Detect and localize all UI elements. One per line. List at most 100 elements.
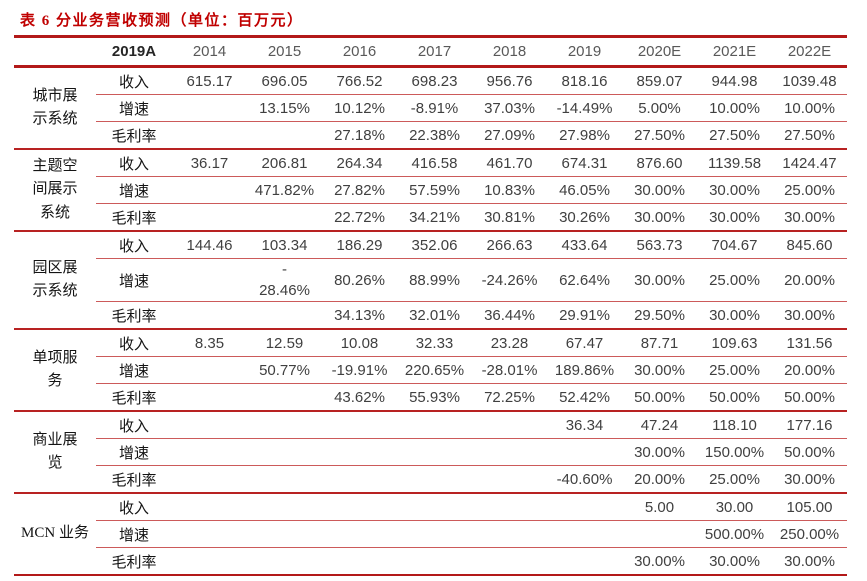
table-cell: 144.46: [186, 236, 233, 254]
table-row: 增速 13.15% 10.12% -8.91% 37.03% -14.49% 5.00% 10…: [14, 94, 847, 122]
table-cell: 20.00%: [772, 356, 847, 384]
year-header: 2015: [267, 43, 302, 60]
table-cell: [397, 465, 472, 493]
table-cell: 27.98%: [547, 121, 622, 149]
table-cell: 22.72%: [322, 203, 397, 231]
year-header: 2021E: [712, 43, 757, 60]
table-cell: [322, 493, 397, 521]
table-cell: 696.05: [261, 72, 308, 90]
metric-label: 收入: [118, 500, 149, 517]
table-cell: 50.77%: [247, 356, 322, 384]
table-cell: [472, 438, 547, 466]
table-cell: 109.63: [711, 334, 758, 352]
metric-label: 增速: [96, 176, 172, 204]
table-header-row: 2019A 2014 2015 2016 2017 2018 2019 2020…: [14, 37, 847, 67]
table-cell: [322, 547, 397, 575]
year-header: 2019: [567, 43, 602, 60]
table-cell: [172, 356, 247, 384]
table-cell: 50.00%: [622, 383, 697, 411]
table-row: 增速 471.82% 27.82% 57.59% 10.83% 46.05% 30.00% 3…: [14, 176, 847, 204]
table-cell: 43.62%: [322, 383, 397, 411]
table-cell: [247, 465, 322, 493]
table-cell: 10.83%: [472, 176, 547, 204]
table-row: 毛利率 43.62% 55.93% 72.25% 52.42% 50.00% 50.00% 5…: [14, 383, 847, 411]
metric-label: 毛利率: [96, 301, 172, 329]
group-label-text: MCN 业务: [21, 525, 89, 542]
table-cell: [472, 465, 547, 493]
table-cell: 30.00%: [697, 176, 772, 204]
table-cell: [247, 438, 322, 466]
table-cell: [172, 411, 247, 439]
table-cell: 876.60: [636, 154, 683, 172]
table-cell: 30.00%: [772, 547, 847, 575]
business-group: 单项服务 收入 8.35 12.59 10.08 32.33 23.28 67.47 87.71…: [14, 329, 847, 411]
group-label-text: 商业展览: [32, 431, 78, 471]
table-cell: -14.49%: [547, 94, 622, 122]
table-cell: 34.21%: [397, 203, 472, 231]
metric-label: 增速: [96, 94, 172, 122]
table-cell: 80.26%: [322, 258, 397, 302]
table-cell: 264.34: [336, 154, 383, 172]
table-cell: 36.17: [190, 154, 229, 172]
metric-label: 增速: [96, 258, 172, 302]
table-cell: [322, 438, 397, 466]
table-cell: [172, 121, 247, 149]
table-cell: [172, 176, 247, 204]
table-cell: 461.70: [486, 154, 533, 172]
table-cell: 704.67: [711, 236, 758, 254]
table-cell: [472, 520, 547, 548]
table-cell: 27.09%: [472, 121, 547, 149]
metric-label: 收入: [118, 238, 149, 255]
table-cell: 27.50%: [697, 121, 772, 149]
table-cell: 1039.48: [782, 72, 837, 90]
group-label: 城市展示系统: [14, 67, 96, 150]
metric-label: 收入: [118, 74, 149, 91]
table-cell: 944.98: [711, 72, 758, 90]
table-cell: 10.12%: [322, 94, 397, 122]
table-cell: [247, 203, 322, 231]
table-cell: [247, 520, 322, 548]
table-row: 增速 30.00% 150.00% 50.00%: [14, 438, 847, 466]
table-cell: 131.56: [786, 334, 833, 352]
table-cell: [547, 547, 622, 575]
table-row: 毛利率 -40.60% 20.00% 25.00% 30.00%: [14, 465, 847, 493]
table-cell: 615.17: [186, 72, 233, 90]
table-cell: 30.00%: [622, 176, 697, 204]
table-cell: 22.38%: [397, 121, 472, 149]
table-cell: [247, 383, 322, 411]
table-cell: [397, 438, 472, 466]
table-cell: 25.00%: [697, 258, 772, 302]
table-cell: 150.00%: [697, 438, 772, 466]
table-cell: 87.71: [640, 334, 679, 352]
table-cell: 27.18%: [322, 121, 397, 149]
table-cell: 416.58: [411, 154, 458, 172]
table-cell: 27.50%: [622, 121, 697, 149]
business-group: 园区展示系统 收入 144.46 103.34 186.29 352.06 266.63 43…: [14, 231, 847, 329]
table-cell: [172, 438, 247, 466]
table-cell: 13.15%: [247, 94, 322, 122]
metric-label: 增速: [96, 520, 172, 548]
table-cell: 67.47: [565, 334, 604, 352]
table-cell: 30.00%: [622, 203, 697, 231]
table-cell: 57.59%: [397, 176, 472, 204]
table-cell: 220.65%: [397, 356, 472, 384]
table-cell: [247, 301, 322, 329]
table-cell: 766.52: [336, 72, 383, 90]
table-row: 园区展示系统 收入 144.46 103.34 186.29 352.06 266.63 43…: [14, 231, 847, 300]
table-cell: 956.76: [486, 72, 533, 90]
table-cell: [172, 465, 247, 493]
table-cell: [322, 465, 397, 493]
table-cell: 105.00: [786, 498, 833, 516]
metric-label: 增速: [96, 438, 172, 466]
corner-header: 2019A: [111, 43, 157, 60]
table-cell: [397, 411, 472, 439]
group-label: 主题空间展示系统: [14, 149, 96, 231]
group-label-text: 园区展示系统: [32, 259, 78, 299]
table-row: 毛利率 34.13% 32.01% 36.44% 29.91% 29.50% 30.00% 3…: [14, 301, 847, 329]
table-cell: [172, 203, 247, 231]
table-cell: 30.00%: [697, 301, 772, 329]
metric-label: 毛利率: [96, 383, 172, 411]
table-cell: [547, 438, 622, 466]
table-cell: [172, 493, 247, 521]
revenue-forecast-table: 2019A 2014 2015 2016 2017 2018 2019 2020…: [14, 35, 847, 576]
